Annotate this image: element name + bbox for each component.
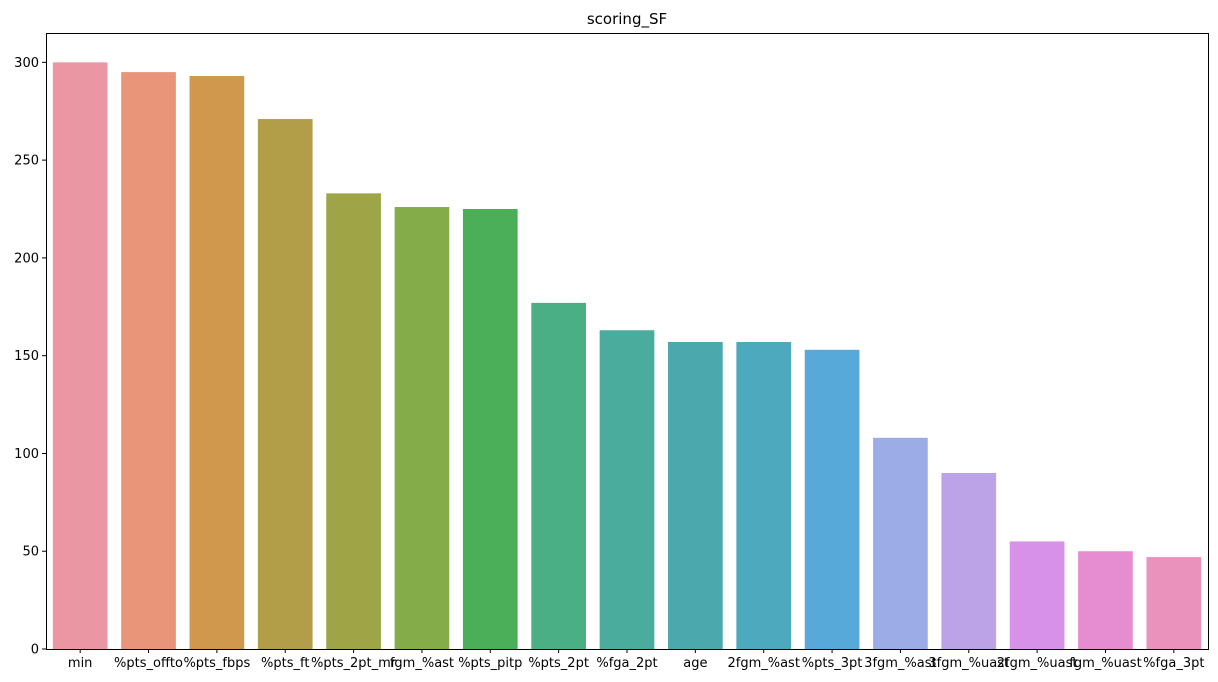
bar-15 bbox=[1078, 551, 1133, 649]
x-tick-label: 3fgm_%uast bbox=[928, 656, 1009, 671]
x-tick-label: 2fgm_%ast bbox=[727, 656, 799, 671]
x-tick-label: age bbox=[683, 656, 707, 671]
x-tick-label: %pts_2pt_mr bbox=[311, 656, 397, 671]
plot-frame bbox=[46, 33, 1209, 650]
x-tick-label: 3fgm_%ast bbox=[864, 656, 936, 671]
x-tick-label: %pts_offto bbox=[114, 656, 183, 671]
bar-10 bbox=[736, 341, 792, 649]
x-tick-label: min bbox=[68, 656, 93, 671]
x-tick-label: 2fgm_%uast bbox=[997, 656, 1078, 671]
y-tick-label: 300 bbox=[14, 56, 39, 71]
bar-3 bbox=[257, 119, 313, 650]
y-tick-label: 50 bbox=[22, 545, 39, 560]
x-tick-label: %pts_3pt bbox=[802, 656, 863, 671]
bar-11 bbox=[804, 349, 860, 649]
bar-13 bbox=[941, 473, 997, 649]
bar-9 bbox=[668, 341, 723, 649]
x-tick-label: fgm_%ast bbox=[390, 656, 454, 671]
y-axis: 0 50 100 150 200 250 300 bbox=[14, 56, 46, 658]
y-tick-label: 250 bbox=[14, 154, 39, 169]
x-tick-label: %fga_3pt bbox=[1143, 656, 1204, 671]
bar-0 bbox=[52, 62, 108, 650]
bar-1 bbox=[121, 72, 176, 650]
bar-14 bbox=[1009, 541, 1065, 649]
bar-5 bbox=[394, 207, 450, 650]
x-tick-label: %pts_ft bbox=[261, 656, 309, 671]
y-tick-label: 0 bbox=[31, 643, 39, 658]
x-tick-label: %pts_2pt bbox=[528, 656, 589, 671]
y-tick-label: 150 bbox=[14, 349, 39, 364]
bar-4 bbox=[326, 193, 381, 649]
x-axis: min %pts_offto %pts_fbps %pts_ft %pts_2pt_mr… bbox=[68, 649, 1204, 671]
bar-8 bbox=[599, 330, 655, 649]
bar-6 bbox=[462, 209, 518, 649]
bar-2 bbox=[189, 76, 245, 650]
y-tick-label: 200 bbox=[14, 251, 39, 266]
bar-7 bbox=[531, 302, 586, 649]
x-tick-label: %fga_2pt bbox=[596, 656, 657, 671]
x-tick-label: %pts_fbps bbox=[183, 656, 250, 671]
chart-title: scoring_SF bbox=[587, 10, 667, 29]
bar-12 bbox=[873, 437, 928, 649]
bars-group bbox=[52, 62, 1202, 650]
x-tick-label: %pts_pitp bbox=[458, 656, 522, 671]
x-tick-label: fgm_%uast bbox=[1069, 656, 1141, 671]
bar-16 bbox=[1146, 557, 1202, 649]
y-tick-label: 100 bbox=[14, 447, 39, 462]
